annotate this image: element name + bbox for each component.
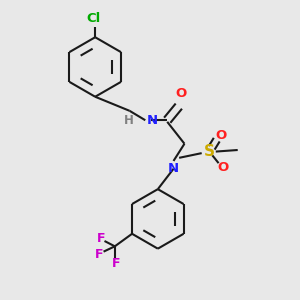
Text: N: N xyxy=(168,162,179,175)
Text: F: F xyxy=(97,232,105,245)
Text: O: O xyxy=(176,87,187,100)
Text: N: N xyxy=(147,114,158,127)
Text: F: F xyxy=(95,248,103,261)
Text: S: S xyxy=(204,144,215,159)
Text: Cl: Cl xyxy=(86,12,101,25)
Text: O: O xyxy=(215,129,227,142)
Text: F: F xyxy=(112,257,121,270)
Text: O: O xyxy=(218,161,229,174)
Text: H: H xyxy=(124,114,134,127)
